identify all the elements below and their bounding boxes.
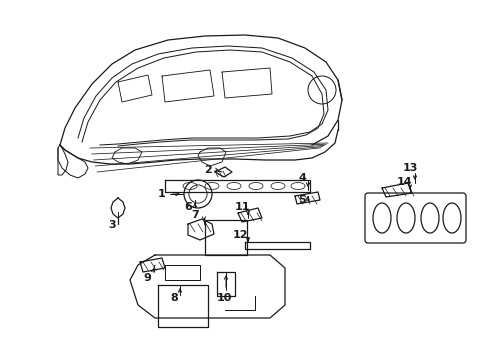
Text: 13: 13 [402,163,417,173]
Text: 3: 3 [108,220,116,230]
Text: 7: 7 [191,210,199,220]
Text: 14: 14 [396,177,412,187]
Text: 5: 5 [298,195,305,205]
Text: 2: 2 [203,165,211,175]
Text: 10: 10 [216,293,231,303]
Text: 11: 11 [234,202,249,212]
Text: 4: 4 [298,173,305,183]
Text: 8: 8 [170,293,178,303]
Text: 12: 12 [232,230,247,240]
Text: 1: 1 [158,189,165,199]
Text: 9: 9 [143,273,151,283]
Text: 6: 6 [183,202,192,212]
